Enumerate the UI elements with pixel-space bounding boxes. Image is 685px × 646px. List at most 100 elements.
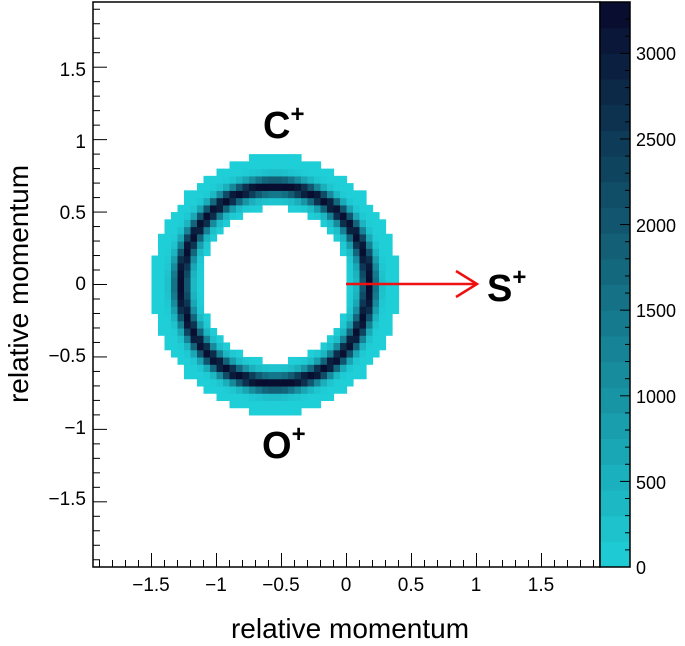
heatmap-cell [216, 212, 224, 220]
heatmap-cell [385, 277, 393, 286]
colorbar-band [600, 27, 630, 54]
heatmap-cell [366, 233, 374, 242]
heatmap-cell [164, 262, 172, 271]
heatmap-cell [177, 284, 185, 293]
heatmap-cell [281, 168, 289, 177]
heatmap-cell [171, 291, 179, 300]
heatmap-cell [294, 168, 302, 177]
heatmap-cell [171, 219, 179, 228]
heatmap-cell [236, 356, 244, 365]
heatmap-cell [359, 298, 367, 307]
heatmap-cell [379, 313, 387, 322]
heatmap-cell [327, 378, 335, 387]
heatmap-cell [372, 226, 380, 235]
heatmap-cell [366, 335, 374, 344]
heatmap-cell [314, 371, 322, 380]
y-tick-labels: 1.5 1 0.5 0 −0.5 −1 −1.5 [48, 60, 86, 510]
heatmap-cell [359, 342, 367, 351]
heatmap-cell [320, 190, 328, 199]
heatmap-cell [372, 335, 380, 344]
heatmap-cell [210, 371, 218, 380]
heatmap-cell [346, 248, 354, 257]
heatmap-cell [372, 219, 380, 228]
colorbar-band [600, 79, 630, 106]
heatmap-cell [281, 197, 289, 206]
heatmap-cell [320, 175, 328, 184]
heatmap-cell [307, 212, 315, 220]
heatmap-cell [171, 320, 179, 329]
heatmap-cell [190, 327, 198, 336]
heatmap-cell [197, 313, 205, 322]
heatmap-cell [229, 400, 237, 409]
heatmap-cell [346, 277, 354, 286]
heatmap-cell [190, 313, 198, 322]
heatmap-cell [294, 190, 302, 199]
heatmap-cell [288, 183, 296, 191]
heatmap-cell [164, 233, 172, 242]
heatmap-cell [197, 248, 205, 257]
heatmap-cell [320, 204, 328, 213]
heatmap-cell [366, 306, 374, 315]
heatmap-cell [372, 255, 380, 264]
heatmap-cell [223, 385, 231, 394]
heatmap-cell [190, 219, 198, 228]
heatmap-cell [314, 175, 322, 184]
heatmap-cell [249, 400, 257, 409]
heatmap-cell [359, 313, 367, 322]
heatmap-cell [385, 241, 393, 249]
heatmap-cell [346, 204, 354, 213]
x-tick-label: −1.5 [132, 575, 170, 596]
x-tick-label: 0.5 [398, 575, 424, 596]
heatmap-cell [392, 270, 400, 278]
heatmap-cell [177, 262, 185, 271]
heatmap-cell [197, 356, 205, 365]
colorbar-band [600, 310, 630, 337]
heatmap-cell [242, 356, 250, 365]
heatmap-cell [229, 168, 237, 177]
heatmap-cell [184, 335, 192, 344]
heatmap-cell [327, 219, 335, 228]
heatmap-cell [301, 161, 309, 170]
heatmap-cell [346, 183, 354, 191]
heatmap-cell [314, 378, 322, 387]
heatmap-cell [190, 298, 198, 307]
heatmap-cell [327, 342, 335, 351]
heatmap-cell [262, 371, 270, 380]
heatmap-cell [158, 262, 166, 271]
heatmap-cell [353, 327, 361, 336]
heatmap-cell [164, 291, 172, 300]
heatmap-cell [359, 306, 367, 315]
bottom-ion-label-base: O [262, 425, 292, 467]
heatmap-cell [340, 342, 348, 351]
heatmap-cell [184, 233, 192, 242]
heatmap-cell [223, 168, 231, 177]
heatmap-cell [379, 248, 387, 257]
heatmap-cell [353, 226, 361, 235]
heatmap-cell [190, 226, 198, 235]
heatmap-cell [379, 219, 387, 228]
heatmap-cell [301, 356, 309, 365]
heatmap-cell [236, 364, 244, 373]
heatmap-cell [307, 175, 315, 184]
colorbar-band [600, 541, 630, 568]
heatmap-cell [229, 349, 237, 358]
heatmap-cell [346, 342, 354, 351]
arrow-head [455, 269, 480, 299]
heatmap-cell [242, 400, 250, 409]
colorbar-band [600, 156, 630, 183]
heatmap-cell [262, 385, 270, 394]
heatmap-cell [366, 204, 374, 213]
heatmap-cell [327, 393, 335, 401]
heatmap-cell [249, 183, 257, 191]
heatmap-cell [242, 197, 250, 206]
heatmap-cell [353, 277, 361, 286]
heatmap-cell [379, 291, 387, 300]
heatmap-cell [385, 255, 393, 264]
heatmap-cell [255, 197, 263, 206]
heatmap-cell [236, 212, 244, 220]
heatmap-cell [184, 371, 192, 380]
x-tick-label: −1 [205, 575, 227, 596]
heatmap-cell [229, 356, 237, 365]
heatmap-cell [307, 204, 315, 213]
heatmap-cell [177, 327, 185, 336]
